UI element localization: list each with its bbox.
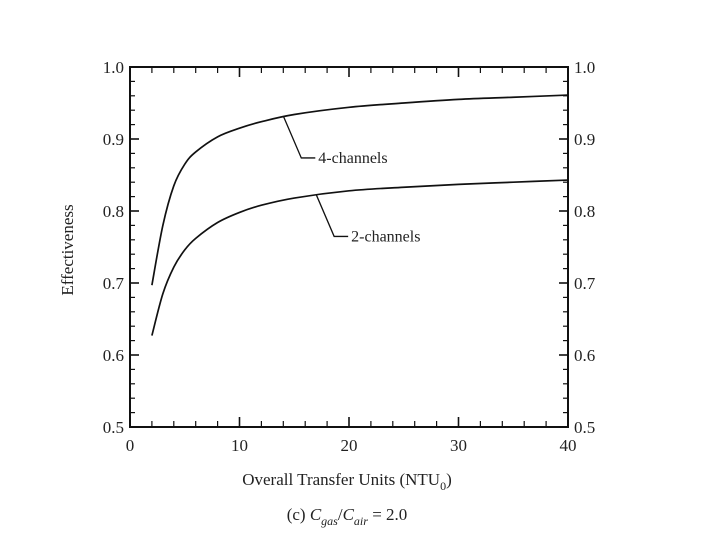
y-tick-label-left: 0.5 [103, 418, 124, 437]
y-tick-label-right: 0.7 [574, 274, 596, 293]
axis-ticks: 0.5 0.5 0.6 0.6 0.7 0.7 0.8 0.8 0.9 0.9 1.0 1.0 0 10 2… [103, 58, 596, 455]
series-line-4-channels [151, 94, 569, 286]
y-tick-label-right: 0.5 [574, 418, 595, 437]
caption-sub-gas: gas [321, 514, 338, 528]
caption-c-gas: C [310, 505, 322, 524]
y-tick-label-left: 0.9 [103, 130, 124, 149]
x-tick-label: 0 [126, 436, 135, 455]
x-tick-label: 20 [341, 436, 358, 455]
y-tick-label-right: 1.0 [574, 58, 595, 77]
caption-sub-air: air [354, 514, 368, 528]
x-tick-label: 30 [450, 436, 467, 455]
y-tick-label-right: 0.8 [574, 202, 595, 221]
y-tick-label-left: 0.6 [103, 346, 124, 365]
series-curves [151, 94, 569, 336]
x-tick-label: 40 [560, 436, 577, 455]
x-axis-title-subscript: 0 [440, 479, 446, 493]
caption-slash: / [338, 505, 343, 524]
series-label-4-channels: 4-channels [318, 150, 387, 167]
series-line-2-channels [151, 179, 569, 336]
y-tick-label-right: 0.9 [574, 130, 595, 149]
plot-frame [129, 66, 569, 428]
plot-border [129, 66, 569, 428]
caption-c-air: C [343, 505, 355, 524]
leader-line-2-channels [315, 194, 349, 238]
x-tick-label: 10 [231, 436, 248, 455]
x-axis-title-close: ) [446, 470, 452, 489]
y-tick-label-right: 0.6 [574, 346, 595, 365]
leader-line-4-channels [282, 115, 316, 159]
figure-caption: (c) Cgas/Cair = 2.0 [287, 505, 408, 528]
y-axis-title: Effectiveness [58, 204, 77, 295]
x-axis-title-main: Overall Transfer Units (NTU [242, 470, 440, 489]
series-label-2-channels: 2-channels [351, 228, 420, 245]
y-tick-label-left: 0.7 [103, 274, 125, 293]
y-tick-label-left: 1.0 [103, 58, 124, 77]
x-axis-title: Overall Transfer Units (NTU0) [242, 470, 452, 493]
series-annotations: 4-channels 2-channels [282, 115, 420, 245]
caption-suffix: = 2.0 [368, 505, 407, 524]
caption-prefix: (c) [287, 505, 310, 524]
y-tick-label-left: 0.8 [103, 202, 124, 221]
